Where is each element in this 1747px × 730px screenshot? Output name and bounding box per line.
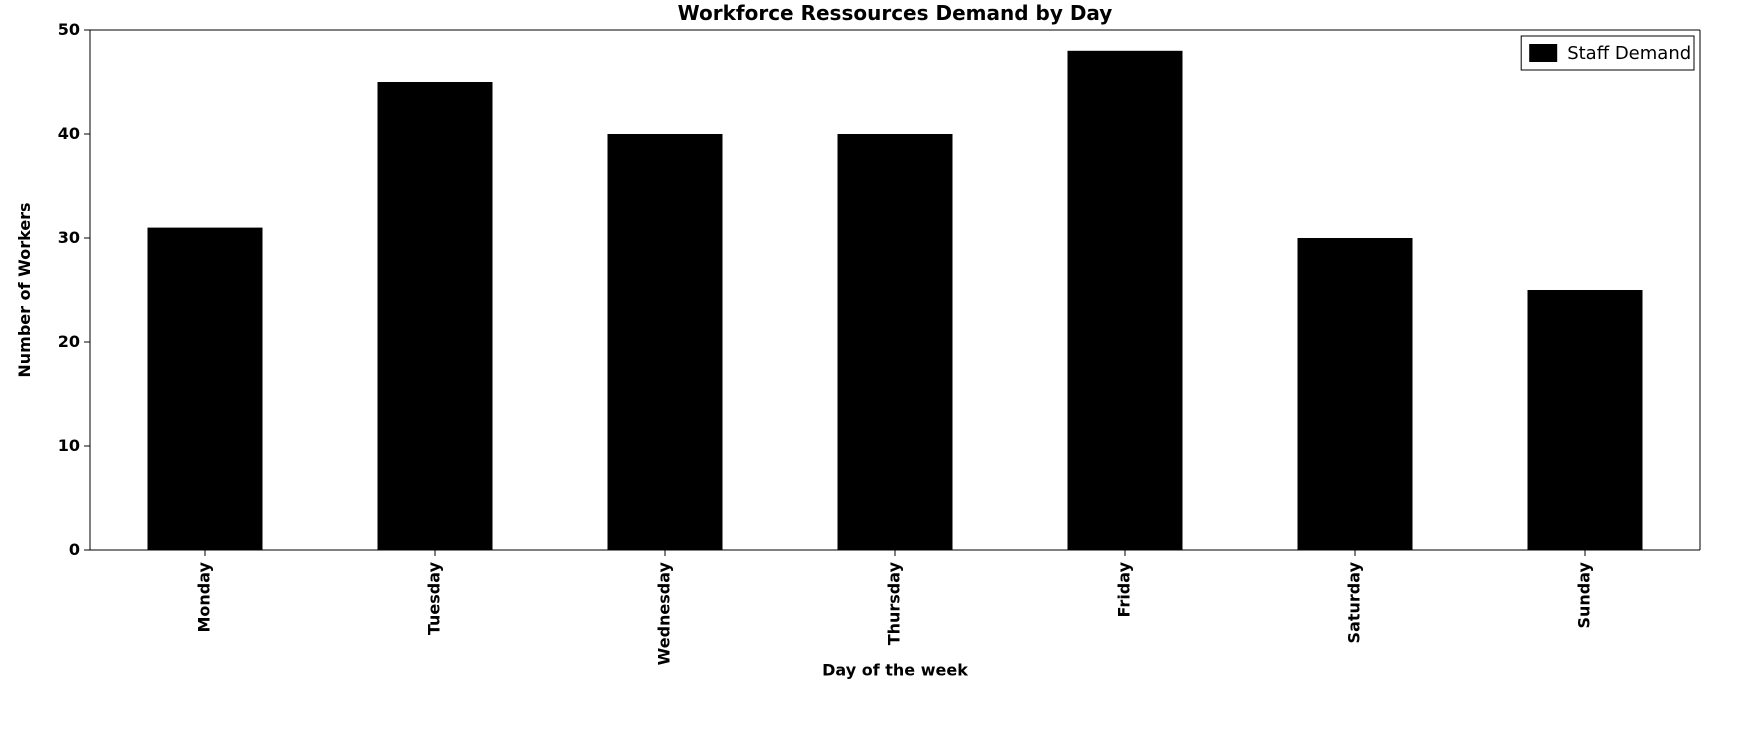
y-tick-label: 40	[58, 124, 80, 143]
x-axis-label: Day of the week	[822, 660, 968, 679]
y-tick-label: 50	[58, 20, 80, 39]
bar-chart-svg: Workforce Ressources Demand by Day 0 10 20 3…	[0, 0, 1747, 730]
bar	[1528, 290, 1643, 550]
legend-swatch	[1529, 44, 1557, 62]
bar	[1068, 51, 1183, 550]
legend: Staff Demand	[1521, 36, 1694, 70]
y-axis-label: Number of Workers	[15, 202, 34, 377]
bar	[1298, 238, 1413, 550]
y-tick-label: 10	[58, 436, 80, 455]
legend-label: Staff Demand	[1567, 43, 1691, 64]
x-tick-label: Sunday	[1575, 561, 1594, 628]
y-tick-label: 0	[69, 540, 80, 559]
chart-container: Workforce Ressources Demand by Day 0 10 20 3…	[0, 0, 1747, 730]
x-tick-label: Tuesday	[425, 561, 444, 635]
bar	[148, 228, 263, 550]
y-tick-label: 30	[58, 228, 80, 247]
x-tick-label: Monday	[195, 561, 214, 632]
x-tick-label: Thursday	[885, 561, 904, 645]
x-tick-label: Saturday	[1345, 561, 1364, 643]
y-tick-label: 20	[58, 332, 80, 351]
x-tick-label: Friday	[1115, 561, 1134, 617]
chart-title: Workforce Ressources Demand by Day	[678, 1, 1113, 25]
bar	[608, 134, 723, 550]
bar	[838, 134, 953, 550]
x-tick-label: Wednesday	[655, 561, 674, 665]
bar	[378, 82, 493, 550]
